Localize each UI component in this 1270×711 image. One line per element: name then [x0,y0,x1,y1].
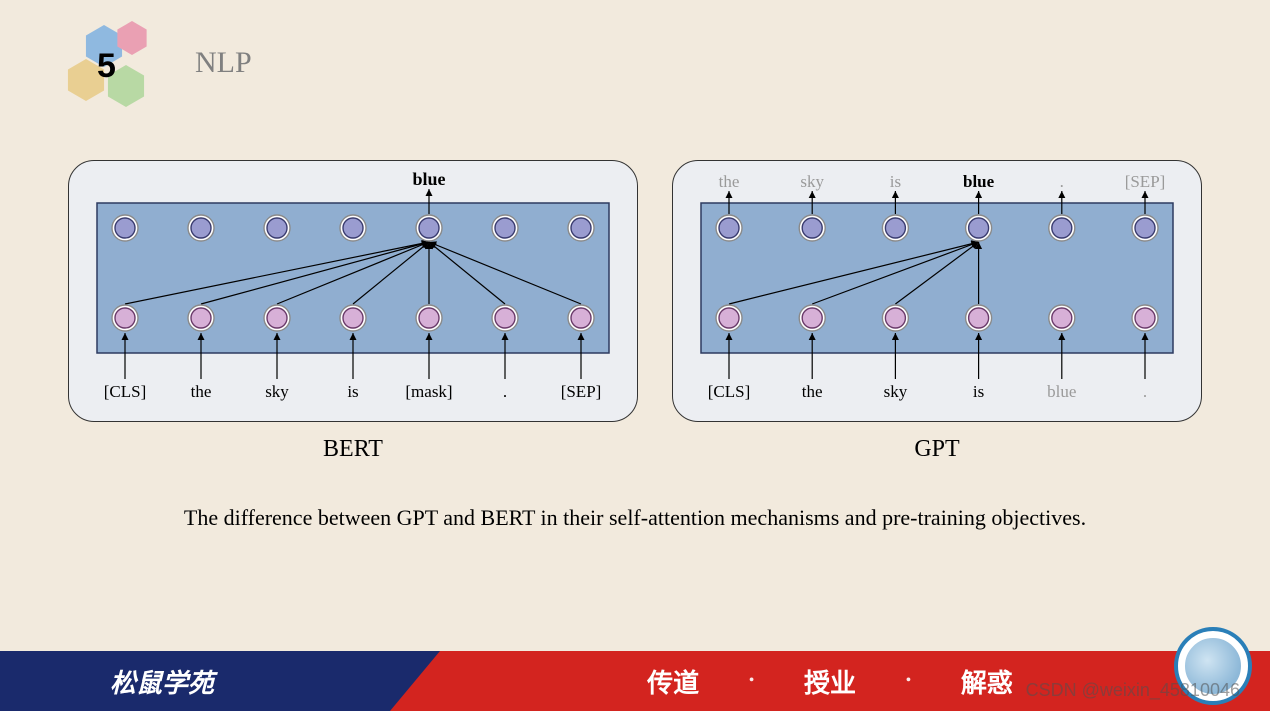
gpt-panel-wrap: the sky is blue. [SEP] [CLS] the sky is blue. GPT [672,160,1202,463]
caption-text: The difference between GPT and BERT in t… [0,505,1270,531]
svg-text:sky: sky [884,382,908,401]
slide-header: 5 NLP [65,25,252,115]
watermark-text: CSDN @weixin_45810046 [1026,680,1240,701]
slide-number: 5 [97,47,116,86]
diagram-row: blue [CLS] the sky is [mask]. [SEP] BERT the sk… [68,160,1202,463]
svg-text:[SEP]: [SEP] [1125,172,1166,191]
svg-text:is: is [347,382,358,401]
svg-text:the: the [802,382,823,401]
svg-text:.: . [1143,382,1147,401]
svg-text:is: is [890,172,901,191]
bert-diagram: blue [CLS] the sky is [mask]. [SEP] [83,171,623,411]
footer-item-3: 解惑 [961,663,1013,700]
svg-text:sky: sky [265,382,289,401]
dot-icon: • [906,673,911,689]
svg-text:blue: blue [412,171,445,189]
svg-text:sky: sky [800,172,824,191]
footer-item-1: 传道 [647,663,699,700]
svg-text:[mask]: [mask] [405,382,452,401]
svg-text:.: . [1060,172,1064,191]
footer-brand: 松鼠学苑 [110,663,214,700]
svg-text:blue: blue [963,172,995,191]
hex-logo: 5 [65,25,165,115]
slide-title: NLP [195,46,252,80]
footer-left: 松鼠学苑 [0,651,440,711]
svg-text:[SEP]: [SEP] [561,382,602,401]
svg-text:blue: blue [1047,382,1076,401]
svg-text:is: is [973,382,984,401]
svg-text:.: . [503,382,507,401]
footer-item-2: 授业 [804,663,856,700]
svg-text:[CLS]: [CLS] [708,382,751,401]
bert-label: BERT [323,436,383,463]
svg-text:the: the [191,382,212,401]
dot-icon: • [749,673,754,689]
svg-text:the: the [719,172,740,191]
bert-panel: blue [CLS] the sky is [mask]. [SEP] [68,160,638,422]
gpt-label: GPT [914,436,959,463]
bert-panel-wrap: blue [CLS] the sky is [mask]. [SEP] BERT [68,160,638,463]
gpt-panel: the sky is blue. [SEP] [CLS] the sky is blue. [672,160,1202,422]
svg-text:[CLS]: [CLS] [104,382,147,401]
gpt-diagram: the sky is blue. [SEP] [CLS] the sky is blue. [687,171,1187,411]
